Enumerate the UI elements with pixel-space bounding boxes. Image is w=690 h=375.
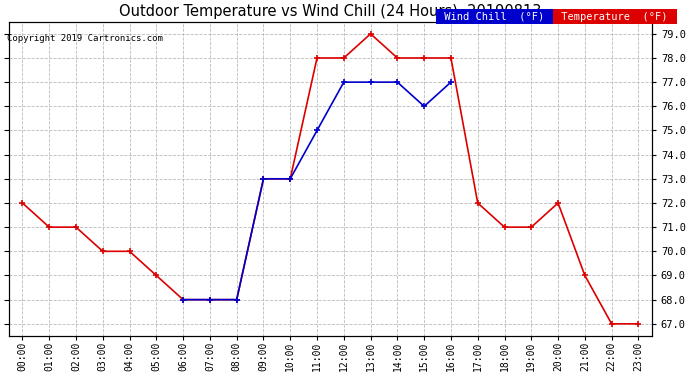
Text: Wind Chill  (°F): Wind Chill (°F) [438,12,551,22]
Title: Outdoor Temperature vs Wind Chill (24 Hours)  20190813: Outdoor Temperature vs Wind Chill (24 Ho… [119,4,542,19]
Text: Copyright 2019 Cartronics.com: Copyright 2019 Cartronics.com [7,34,163,43]
Text: Temperature  (°F): Temperature (°F) [555,12,674,22]
